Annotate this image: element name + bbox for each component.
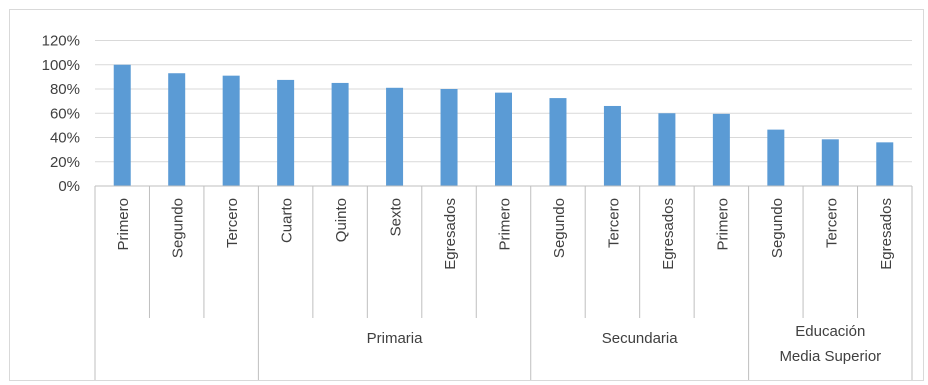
bar — [386, 87, 404, 186]
chart-area — [9, 9, 924, 381]
category-label: Tercero — [224, 198, 241, 248]
bar — [821, 139, 839, 186]
y-tick-label: 0% — [58, 178, 80, 195]
bar — [495, 92, 512, 186]
group-labels: Primaria Secundaria Educación Media Superio… — [367, 323, 882, 365]
category-label: Egresados — [878, 198, 895, 270]
group-label: Primaria — [367, 330, 423, 347]
bar — [168, 73, 186, 186]
y-tick-label: 100% — [42, 57, 80, 74]
category-label: Sexto — [388, 198, 405, 236]
category-label: Segundo — [769, 198, 786, 258]
bar — [767, 129, 785, 186]
category-axis — [94, 185, 913, 380]
category-label: Egresados — [442, 198, 459, 270]
bar — [876, 142, 894, 186]
category-label: Primero — [714, 198, 731, 251]
y-tick-label: 80% — [50, 81, 80, 98]
category-label: Primero — [497, 198, 514, 251]
category-label: Egresados — [660, 198, 677, 270]
y-tick-label: 120% — [42, 33, 80, 50]
category-label: Quinto — [333, 198, 350, 242]
bar — [603, 105, 621, 186]
group-label: Educación Media Superior — [779, 323, 881, 365]
bar — [113, 64, 131, 186]
bars — [113, 64, 894, 186]
bar — [658, 113, 676, 186]
category-label: Tercero — [605, 198, 622, 248]
category-label: Primero — [115, 198, 132, 251]
category-label: Tercero — [823, 198, 840, 248]
category-labels: Primero Segundo Tercero Cuarto Quinto Sexto Eg… — [115, 198, 895, 270]
bar — [549, 98, 567, 186]
bar — [277, 79, 295, 186]
y-tick-label: 40% — [50, 130, 80, 147]
bar — [712, 113, 730, 186]
y-tick-label: 60% — [50, 105, 80, 122]
bar — [331, 82, 349, 186]
y-axis-tick-labels: 0% 20% 40% 60% 80% 100% 120% — [42, 33, 80, 196]
group-label: Secundaria — [602, 330, 679, 347]
y-tick-label: 20% — [50, 154, 80, 171]
bar — [440, 89, 458, 186]
bar — [222, 75, 240, 186]
category-label: Segundo — [170, 198, 187, 258]
category-label: Cuarto — [279, 198, 296, 243]
category-label: Segundo — [551, 198, 568, 258]
